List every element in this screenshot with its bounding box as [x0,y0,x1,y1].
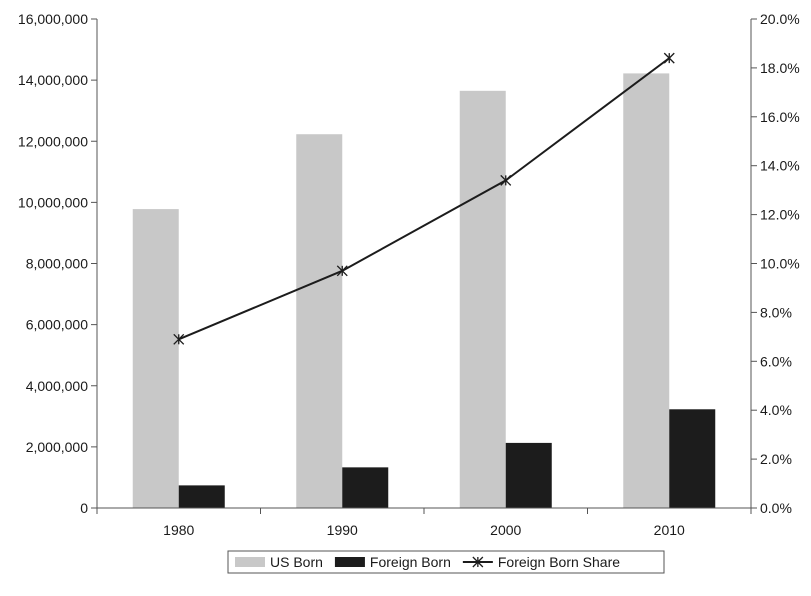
left-axis-tick-label: 8,000,000 [26,256,88,272]
legend-swatch-us-born [235,557,265,567]
right-axis-tick-label: 10.0% [760,256,800,272]
bar-us-born-2000 [459,90,506,509]
right-axis-ticks: 0.0% 2.0% 4.0% 6.0% 8.0% 10.0% 12.0% 14.0% 16.0%… [751,11,800,516]
legend-box [227,550,665,574]
legend-swatch-foreign-born [334,557,365,567]
share-line-layer [173,52,675,345]
left-axis-tick-label: 0 [80,500,88,516]
right-axis-tick-label: 14.0% [760,158,800,174]
point-foreign-born-share-2000 [500,174,512,186]
bar-foreign-born-1990 [342,467,389,508]
legend-label-foreign-born-share: Foreign Born Share [498,554,620,570]
right-axis-tick-label: 8.0% [760,304,792,320]
right-axis-tick-label: 2.0% [760,451,792,467]
x-axis-labels: 1980 1990 2000 2010 [163,522,685,538]
left-axis-tick-label: 10,000,000 [18,194,88,210]
line-foreign-born-share [178,57,670,341]
right-axis-tick-label: 16.0% [760,109,800,125]
legend-marker-foreign-born-share [472,556,484,568]
legend-label-us-born: US Born [270,554,323,570]
legend: US Born Foreign Born Foreign Born Share [227,550,665,574]
point-foreign-born-share-2010 [663,52,675,64]
right-axis-tick-label: 0.0% [760,500,792,516]
left-axis-tick-label: 12,000,000 [18,133,88,149]
right-axis-tick-label: 20.0% [760,11,800,27]
bar-foreign-born-2010 [669,409,716,508]
point-foreign-born-share-1990 [336,265,348,277]
right-axis-tick-label: 4.0% [760,402,792,418]
bar-foreign-born-2000 [505,442,552,508]
bars-layer [132,73,716,509]
left-axis-tick-label: 6,000,000 [26,317,88,333]
x-axis-category-label: 1980 [163,522,194,538]
x-axis-category-label: 2010 [654,522,685,538]
right-axis-tick-label: 12.0% [760,207,800,223]
bar-us-born-1990 [296,134,343,508]
x-axis-category-label: 1990 [327,522,358,538]
left-axis-tick-label: 16,000,000 [18,11,88,27]
bar-us-born-1980 [132,209,179,508]
x-axis-category-label: 2000 [490,522,521,538]
left-axis-tick-label: 4,000,000 [26,378,88,394]
right-axis-tick-label: 18.0% [760,60,800,76]
bar-us-born-2010 [623,73,670,509]
legend-label-foreign-born: Foreign Born [370,554,451,570]
left-axis-ticks: 0 2,000,000 4,000,000 6,000,000 8,000,000 10,… [18,11,97,516]
point-foreign-born-share-1980 [173,333,185,345]
right-axis-tick-label: 6.0% [760,353,792,369]
axes-layer [96,19,752,514]
left-axis-tick-label: 14,000,000 [18,72,88,88]
left-axis-tick-label: 2,000,000 [26,439,88,455]
bar-foreign-born-1980 [178,485,225,508]
